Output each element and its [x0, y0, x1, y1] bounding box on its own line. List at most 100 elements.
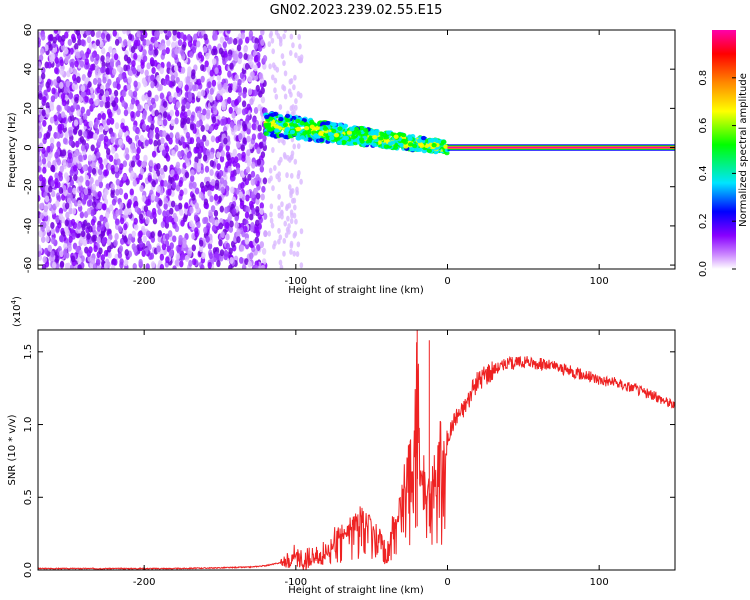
snr-y-axis: 0.0 0.5 1.0 1.5 [23, 344, 675, 578]
heatmap-cell [40, 202, 45, 210]
heatmap-cell [231, 111, 236, 119]
heatmap-cell [118, 128, 124, 136]
heatmap-cell [239, 256, 244, 264]
heatmap-cell [122, 30, 127, 35]
heatmap-cell [183, 187, 188, 195]
heatmap-cell [73, 119, 79, 127]
heatmap-cell [224, 206, 229, 214]
snr-y-tick-label: 0.0 [23, 562, 34, 578]
heatmap-cell [148, 137, 153, 145]
heatmap-cell [108, 111, 113, 119]
heatmap-cell [63, 47, 69, 55]
heatmap-cell [197, 152, 202, 160]
heatmap-cell [207, 261, 212, 269]
heatmap-cell [150, 97, 156, 105]
heatmap-cell [149, 132, 154, 140]
heatmap-cell [107, 78, 112, 86]
heatmap-cell [135, 153, 140, 161]
heatmap-cell [206, 109, 211, 117]
heatmap-cell [412, 143, 418, 149]
heatmap-cell [192, 258, 197, 266]
heatmap-cell [86, 36, 92, 44]
heatmap-cell [67, 244, 72, 252]
heatmap-cell [110, 191, 115, 199]
heatmap-cell [200, 264, 205, 269]
heatmap-cell [309, 124, 315, 130]
heatmap-cell [273, 77, 278, 84]
heatmap-cell [299, 135, 305, 140]
heatmap-cell [42, 119, 47, 127]
heatmap-cell [47, 161, 52, 169]
snr-multiplier-exponent: 4 [10, 299, 18, 304]
heatmap-cell [38, 93, 43, 101]
heatmap-cell [322, 126, 329, 131]
heatmap-cell [296, 241, 301, 248]
heatmap-cell [239, 244, 244, 252]
heatmap-cell [56, 132, 61, 140]
heatmap-cell [208, 252, 214, 260]
heatmap-cell [248, 30, 254, 38]
heatmap-cell [282, 33, 286, 40]
heatmap-cell [186, 117, 191, 125]
heatmap-cell [217, 195, 222, 203]
heatmap-cell [52, 261, 57, 269]
heatmap-cell [115, 178, 121, 186]
heatmap-cell [118, 245, 124, 253]
heatmap-cell [97, 113, 102, 121]
heatmap-cell [38, 194, 41, 202]
heatmap-cell [48, 185, 53, 193]
heatmap-cell [54, 57, 60, 65]
heatmap-cell [139, 185, 144, 193]
heatmap-cell [227, 85, 233, 93]
heatmap-cell [184, 91, 190, 99]
heatmap-cell [118, 138, 123, 146]
heatmap-cell [181, 104, 186, 112]
heatmap-cell [156, 185, 161, 193]
heatmap-cell [134, 223, 139, 231]
heatmap-cell [50, 227, 56, 235]
heatmap-cell [94, 99, 99, 107]
heatmap-cell [237, 107, 242, 115]
snr-x-axis: -200 -100 0 100 [133, 330, 609, 588]
snr-multiplier: (x104) [10, 296, 23, 327]
heatmap-cell [90, 257, 96, 265]
heatmap-cell [177, 39, 183, 47]
heatmap-cell [38, 165, 41, 173]
heatmap-cell [58, 174, 64, 182]
heatmap-cell [71, 83, 77, 91]
heatmap-cell [223, 137, 228, 145]
heatmap-cell [110, 164, 115, 172]
heatmap-cell [149, 57, 155, 65]
heatmap-cell [283, 220, 288, 227]
heatmap-cell [259, 241, 265, 249]
heatmap-cell [241, 151, 246, 159]
heatmap-cell [170, 200, 176, 208]
heatmap-cell [59, 260, 65, 268]
heatmap-cell [145, 217, 150, 225]
heatmap-cell [72, 101, 78, 109]
heatmap-cell [211, 116, 217, 124]
heatmap-cell [204, 165, 210, 173]
heatmap-cell [202, 134, 207, 142]
heatmap-cell [200, 89, 206, 97]
heatmap-cell [356, 130, 362, 135]
heatmap-cell [187, 40, 193, 48]
heatmap-cell [189, 123, 195, 131]
heatmap-cell [277, 171, 281, 178]
heatmap-cell [114, 218, 120, 226]
heatmap-cell [296, 143, 301, 150]
heatmap-cell [141, 225, 146, 233]
heatmap-cell [194, 230, 199, 238]
heatmap-cell [130, 111, 135, 119]
heatmap-cell [38, 250, 42, 258]
heatmap-cell [45, 102, 50, 110]
heatmap-cell [68, 66, 73, 74]
heatmap-cell [278, 40, 283, 47]
heatmap-cell [216, 163, 221, 171]
heatmap-cell [214, 67, 219, 75]
heatmap-cell [98, 247, 103, 255]
heatmap-cell [151, 66, 156, 74]
heatmap-cell [358, 137, 365, 142]
heatmap-cell [125, 153, 130, 161]
heatmap-cell [292, 109, 296, 116]
